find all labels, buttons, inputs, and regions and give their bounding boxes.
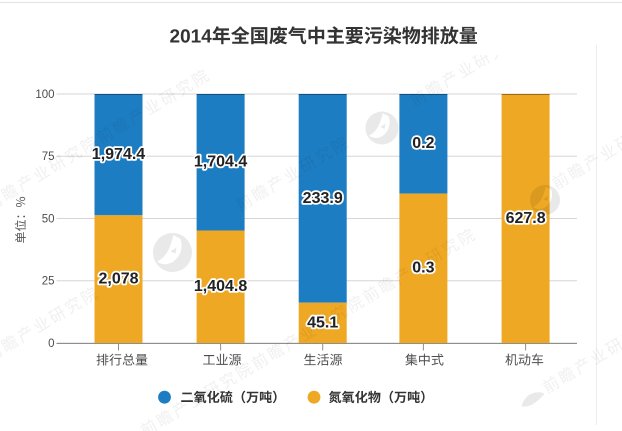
svg-text:75: 75 xyxy=(42,151,55,163)
svg-text:1,974.4: 1,974.4 xyxy=(92,146,145,163)
svg-text:627.8: 627.8 xyxy=(506,210,546,227)
svg-text:233.9: 233.9 xyxy=(303,190,343,207)
svg-text:50: 50 xyxy=(42,213,55,225)
svg-text:100: 100 xyxy=(35,89,54,101)
svg-text:0.2: 0.2 xyxy=(412,135,434,152)
svg-text:1,404.8: 1,404.8 xyxy=(194,278,247,295)
svg-text:0: 0 xyxy=(48,338,54,350)
svg-text:2,078: 2,078 xyxy=(98,271,138,288)
svg-text:25: 25 xyxy=(42,276,55,288)
svg-text:1,704.4: 1,704.4 xyxy=(194,154,247,171)
